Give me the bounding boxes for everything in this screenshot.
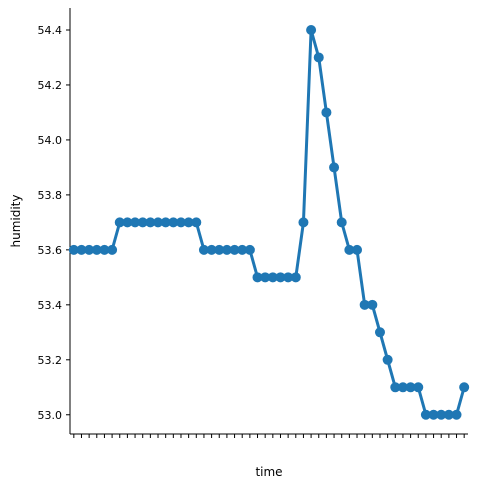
data-point <box>314 52 324 62</box>
data-point <box>352 245 362 255</box>
series-humidity <box>69 25 469 420</box>
y-tick-label: 54.4 <box>38 24 63 37</box>
y-tick-label: 54.2 <box>38 79 63 92</box>
data-point <box>291 272 301 282</box>
data-point <box>298 217 308 227</box>
data-point <box>329 162 339 172</box>
data-point <box>337 217 347 227</box>
y-tick-label: 54.0 <box>38 134 63 147</box>
data-point <box>375 327 385 337</box>
y-axis-label: humidity <box>9 195 23 248</box>
y-ticks: 53.0 53.2 53.4 53.6 53.8 54.0 54.2 54.4 <box>38 24 71 422</box>
data-point <box>191 217 201 227</box>
data-point <box>413 382 423 392</box>
y-tick-label: 53.6 <box>38 244 63 257</box>
y-tick-label: 53.0 <box>38 409 63 422</box>
data-point <box>107 245 117 255</box>
y-tick-label: 53.2 <box>38 354 63 367</box>
data-point <box>306 25 316 35</box>
data-point <box>367 300 377 310</box>
data-point <box>383 355 393 365</box>
data-point <box>452 410 462 420</box>
data-point <box>459 382 469 392</box>
y-tick-label: 53.4 <box>38 299 63 312</box>
data-point <box>245 245 255 255</box>
x-ticks <box>74 434 464 438</box>
y-tick-label: 53.8 <box>38 189 63 202</box>
data-point <box>321 107 331 117</box>
x-axis-label: time <box>255 465 282 479</box>
